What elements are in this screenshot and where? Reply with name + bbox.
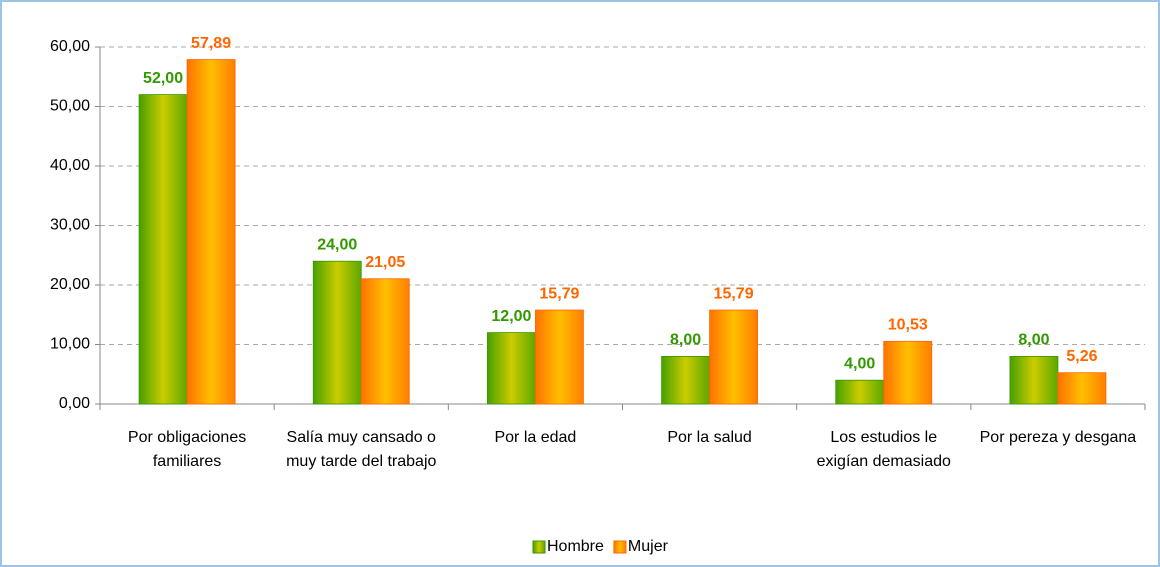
bar (1057, 372, 1107, 405)
value-label: 5,26 (1066, 348, 1097, 365)
bar (661, 355, 710, 405)
bar (360, 278, 410, 405)
legend-label: Mujer (628, 538, 669, 555)
bar (186, 59, 236, 405)
legend-swatch (613, 540, 627, 554)
value-label: 15,79 (714, 285, 754, 302)
bar (535, 309, 584, 405)
y-tick-label: 10,00 (50, 336, 90, 353)
x-tick-label: Los estudios le exigían demasiado (816, 429, 951, 470)
bar (883, 340, 933, 405)
y-tick-label: 0,00 (59, 395, 90, 412)
x-tick-label: Por pereza y desgana (979, 429, 1137, 446)
bar (709, 309, 758, 405)
value-label: 8,00 (1018, 332, 1049, 349)
legend-swatch (532, 540, 546, 554)
y-tick-label: 40,00 (50, 157, 90, 174)
x-tick-label: Salía muy cansado o muy tarde del trabaj… (286, 429, 437, 470)
y-tick-label: 50,00 (50, 98, 90, 115)
y-tick-label: 30,00 (50, 217, 90, 234)
bar (835, 379, 885, 405)
value-label: 15,79 (539, 285, 579, 302)
x-tick-label: Por la salud (667, 429, 752, 446)
y-tick-label: 60,00 (50, 38, 90, 55)
bar (138, 94, 188, 405)
value-label: 10,53 (888, 317, 928, 334)
x-tick-label: Por la edad (494, 429, 577, 446)
value-label: 8,00 (670, 332, 701, 349)
y-tick-label: 20,00 (50, 276, 90, 293)
legend-label: Hombre (547, 538, 604, 555)
value-label: 4,00 (844, 355, 875, 372)
value-label: 57,89 (191, 35, 231, 52)
value-label: 24,00 (317, 236, 357, 253)
bar (312, 260, 362, 405)
value-label: 21,05 (365, 254, 405, 271)
x-tick-label: Por obligaciones familiares (127, 429, 247, 470)
value-label: 12,00 (491, 308, 531, 325)
bar (1009, 355, 1059, 405)
bar (487, 332, 536, 405)
value-label: 52,00 (143, 70, 183, 87)
